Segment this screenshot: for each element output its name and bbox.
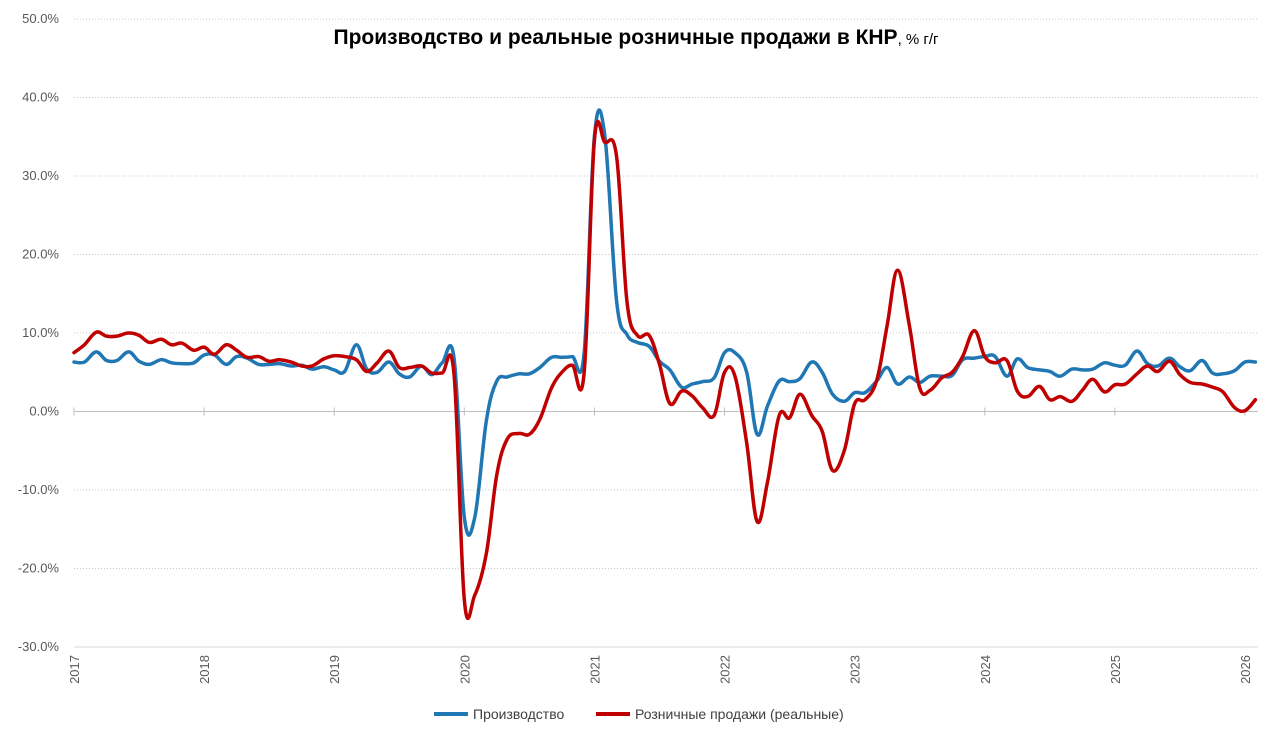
series-layer [72,108,1258,620]
legend: Производство Розничные продажи (реальные… [434,706,844,722]
y-tick-label: 10.0% [22,325,59,340]
legend-label-production: Производство [473,706,564,722]
y-axis: -30.0% -20.0% -10.0% 0.0% 10.0% 20.0% 30.0% 40.… [18,11,60,654]
x-tick-label: 2021 [587,655,602,684]
y-tick-label: 40.0% [22,90,59,105]
chart-title-suffix: , % г/г [898,31,939,48]
x-tick-label: 2023 [848,655,863,684]
x-tick-label: 2022 [718,655,733,684]
y-tick-label: -20.0% [18,561,60,576]
x-tick-label: 2017 [67,655,82,684]
series-line-retail [72,119,1258,620]
x-tick-label: 2024 [978,655,993,684]
grid [74,18,1258,648]
y-tick-label: 0.0% [29,404,59,419]
x-tick-label: 2020 [457,655,472,684]
y-tick-label: -10.0% [18,482,60,497]
x-tick-label: 2025 [1108,655,1123,684]
x-tick-label: 2026 [1238,655,1253,684]
y-tick-label: -30.0% [18,639,60,654]
y-tick-label: 20.0% [22,247,59,262]
x-tick-label: 2019 [327,655,342,684]
y-tick-label: 30.0% [22,168,59,183]
series-line-production [72,108,1258,537]
x-axis: 2017 2018 2019 2020 2021 2022 2023 2024 2025 2026 [67,407,1258,684]
y-tick-label: 50.0% [22,11,59,26]
chart-title: Производство и реальные розничные продаж… [333,26,939,49]
legend-label-retail: Розничные продажи (реальные) [635,706,844,722]
x-tick-label: 2018 [197,655,212,684]
chart-title-main: Производство и реальные розничные продаж… [333,26,897,49]
